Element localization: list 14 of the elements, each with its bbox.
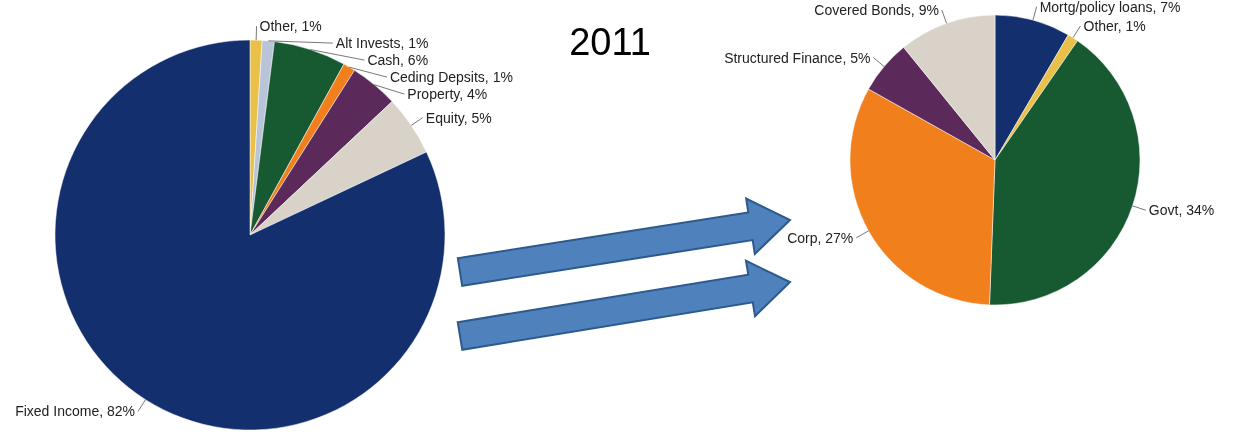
slice-label: Govt, 34%: [1148, 202, 1215, 219]
slice-label: Alt Invests, 1%: [335, 35, 429, 52]
slice-label: Ceding Depsits, 1%: [389, 69, 513, 86]
slice-label: Structured Finance, 5%: [724, 49, 871, 66]
slice-label: Equity, 5%: [425, 109, 492, 126]
slice-label: Fixed Income, 82%: [15, 403, 136, 420]
slice-label: Cash, 6%: [367, 52, 429, 69]
slice-label: Covered Bonds, 9%: [814, 2, 939, 19]
slice-label: Mortg/policy loans, 7%: [1039, 0, 1181, 15]
slice-label: Corp, 27%: [787, 229, 854, 246]
slice-label: Property, 4%: [407, 86, 488, 103]
text: 2011: [569, 21, 651, 63]
slice-label: Other, 1%: [1083, 17, 1146, 34]
slice-label: Other, 1%: [259, 18, 322, 35]
